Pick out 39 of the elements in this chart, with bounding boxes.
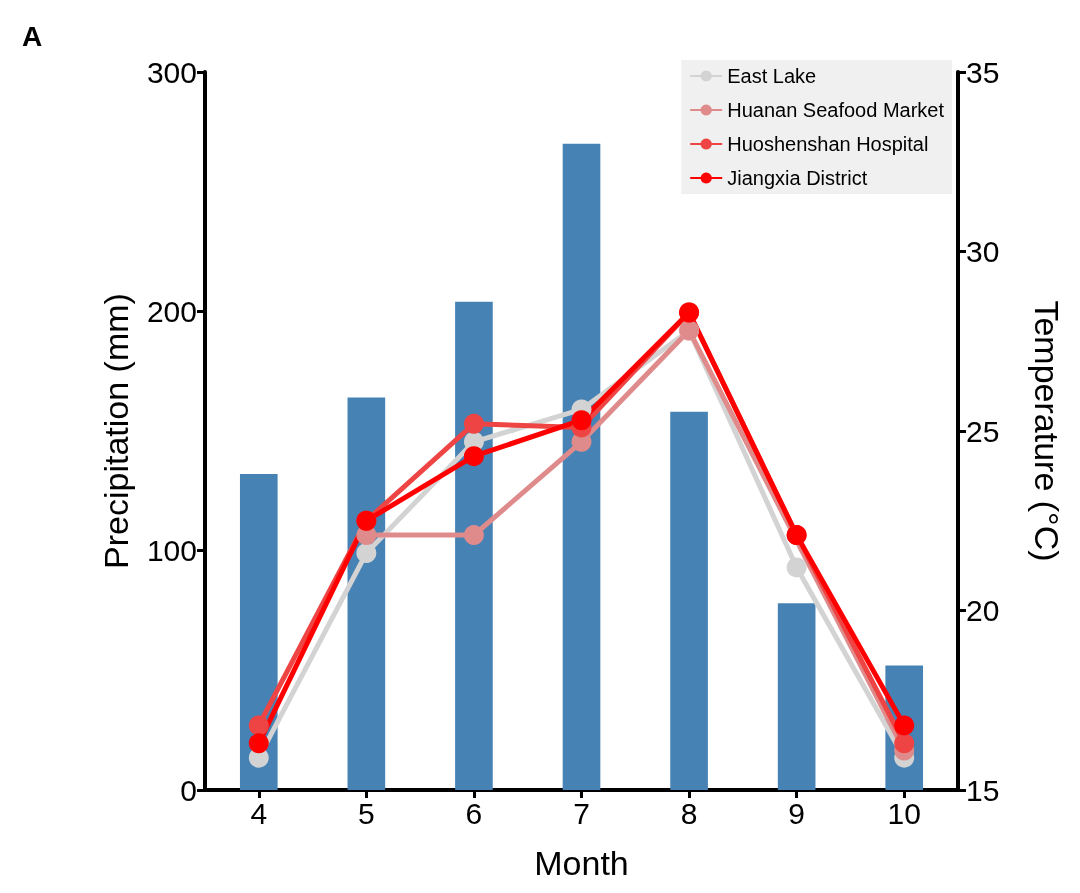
bar (347, 397, 386, 790)
x-tick-label: 8 (680, 796, 698, 830)
x-axis-title: Month (534, 844, 629, 882)
y-tick-label: 0 (180, 773, 197, 807)
point (894, 715, 915, 736)
point (463, 413, 484, 434)
y2-tick-label: 15 (966, 773, 1000, 807)
point (463, 446, 484, 467)
y2-tick-label: 30 (966, 235, 1000, 268)
point (786, 557, 807, 578)
point (463, 525, 484, 546)
x-tick-label: 9 (788, 796, 805, 830)
x-tick-label: 10 (887, 796, 921, 830)
y-tick-label: 200 (146, 294, 197, 328)
legend-label: East Lake (727, 65, 817, 87)
point (248, 733, 269, 754)
y-tick-label: 300 (146, 55, 197, 89)
y-tick-label: 100 (146, 534, 197, 568)
y2-tick-label: 20 (966, 594, 1000, 627)
x-tick-label: 6 (465, 796, 483, 830)
y2-tick-label: 35 (966, 55, 1000, 89)
bar (562, 143, 601, 790)
point (356, 543, 377, 564)
point (248, 715, 269, 736)
legend-label: Jiangxia District (727, 167, 868, 189)
y-axis-title: Precipitation (mm) (97, 293, 135, 569)
point (571, 410, 592, 431)
bar (777, 603, 816, 790)
bar (455, 301, 493, 790)
bar (670, 411, 708, 790)
text: A (22, 20, 43, 52)
legend-label: Huoshenshan Hospital (727, 133, 929, 155)
x-tick-label: 4 (250, 796, 268, 830)
legend-label: Huanan Seafood Market (727, 99, 945, 121)
x-tick-label: 5 (358, 796, 375, 830)
point (894, 733, 915, 754)
y2-axis-title: Temperature (°C) (1028, 300, 1066, 562)
x-tick-label: 7 (573, 796, 590, 830)
y2-tick-label: 25 (966, 414, 1000, 448)
